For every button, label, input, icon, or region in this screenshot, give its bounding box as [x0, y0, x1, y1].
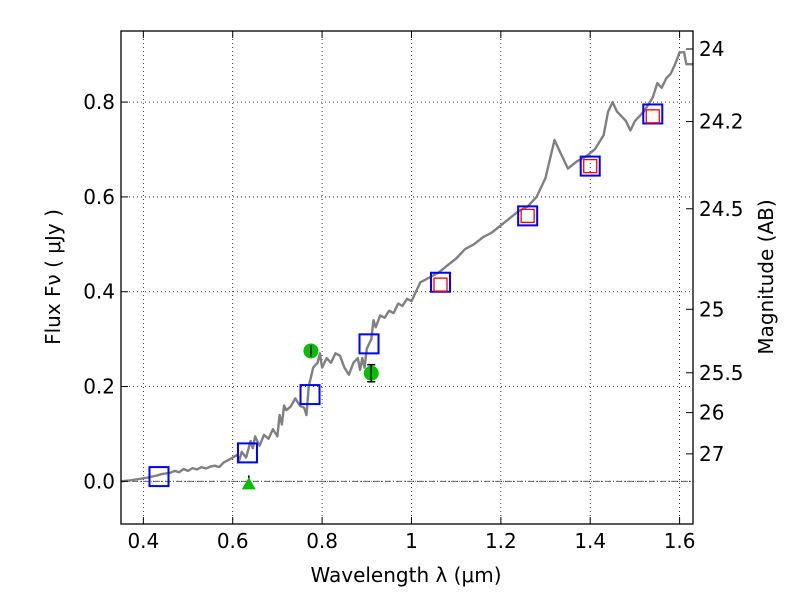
- green-limit-triangle: [241, 477, 256, 490]
- observed-flux-square: [645, 109, 660, 124]
- tick-labels: 0.4 0.6 0.8 1 1.2 1.4 1.6 0.0 0.2 0.4 0.6 0.8 24 24.2…: [83, 37, 743, 553]
- axis-ticks: [121, 31, 693, 524]
- spectrum-series: [120, 51, 693, 483]
- model-flux-square: [299, 384, 321, 406]
- model-flux-square: [358, 333, 380, 355]
- x-tick-label: 0.6: [217, 529, 249, 553]
- model-flux-square: [579, 155, 601, 177]
- x-tick-label: 1.4: [574, 529, 606, 553]
- observed-flux-square: [583, 158, 598, 174]
- y2-tick-label: 25.5: [699, 361, 744, 385]
- x-tick-label: 1.2: [485, 529, 517, 553]
- photometry-markers: [148, 103, 664, 490]
- y2-tick-label: 24.2: [699, 110, 744, 134]
- observed-flux-square: [520, 208, 535, 224]
- y-axis-label: Flux Fν ( μJy ): [41, 209, 65, 345]
- y-tick-label: 0.0: [83, 469, 115, 493]
- y2-axis-label: Magnitude (AB): [754, 199, 778, 354]
- observed-flux-square: [433, 277, 448, 292]
- model-flux-square: [148, 466, 170, 488]
- plot-frame: [120, 30, 694, 525]
- x-tick-label: 1: [405, 529, 418, 553]
- y-tick-label: 0.2: [83, 375, 115, 399]
- y2-tick-label: 27: [699, 442, 724, 466]
- x-axis-label: Wavelength λ (μm): [310, 563, 501, 587]
- model-flux-square: [236, 442, 258, 464]
- x-tick-label: 1.6: [664, 529, 696, 553]
- y2-tick-label: 24.5: [699, 197, 744, 221]
- x-tick-label: 0.4: [127, 529, 159, 553]
- grid-lines: [121, 31, 693, 524]
- y-tick-label: 0.6: [83, 185, 115, 209]
- spectrum-line: [120, 51, 693, 483]
- y2-tick-label: 24: [699, 37, 724, 61]
- model-flux-square: [517, 205, 539, 227]
- x-tick-label: 0.8: [306, 529, 338, 553]
- y2-tick-label: 25: [699, 297, 724, 321]
- y-tick-label: 0.4: [83, 280, 115, 304]
- y2-tick-label: 26: [699, 401, 724, 425]
- y-tick-label: 0.8: [83, 90, 115, 114]
